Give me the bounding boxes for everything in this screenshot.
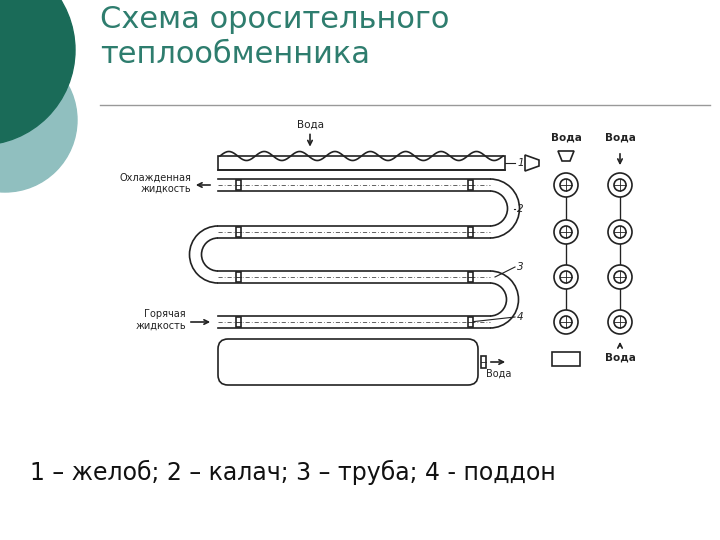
Circle shape [0,48,77,192]
Text: 2: 2 [517,204,523,213]
Bar [480,356,485,368]
Text: Горячая
жидкость: Горячая жидкость [135,309,186,331]
Bar [467,180,472,191]
Circle shape [614,271,626,283]
Bar [552,352,580,366]
Circle shape [614,179,626,191]
Circle shape [614,226,626,238]
Circle shape [0,0,75,145]
Circle shape [560,316,572,328]
Text: Вода: Вода [297,119,323,130]
Circle shape [554,220,578,244]
Text: Вода: Вода [486,369,511,379]
Circle shape [554,310,578,334]
Bar [467,227,472,238]
Bar [218,156,505,170]
Bar [235,272,240,282]
Text: Вода: Вода [605,352,636,362]
Circle shape [608,265,632,289]
Circle shape [560,271,572,283]
Polygon shape [558,151,574,161]
Text: Вода: Вода [605,133,636,143]
Bar [467,316,472,327]
Bar [235,180,240,191]
Circle shape [560,226,572,238]
Text: 4: 4 [517,312,523,322]
Circle shape [560,179,572,191]
Circle shape [614,316,626,328]
Polygon shape [525,155,539,171]
Text: 3: 3 [517,262,523,272]
Circle shape [554,265,578,289]
Circle shape [554,173,578,197]
Circle shape [608,220,632,244]
Text: Охлажденная
жидкость: Охлажденная жидкость [119,172,191,194]
Bar [235,227,240,238]
Text: Вода: Вода [551,133,582,143]
Circle shape [608,310,632,334]
Text: Схема оросительного
теплообменника: Схема оросительного теплообменника [100,5,449,69]
Text: 1: 1 [517,158,523,168]
Circle shape [608,173,632,197]
Bar [467,272,472,282]
FancyBboxPatch shape [218,339,478,385]
Text: 1 – желоб; 2 – калач; 3 – труба; 4 - поддон: 1 – желоб; 2 – калач; 3 – труба; 4 - под… [30,460,556,485]
Bar [235,316,240,327]
